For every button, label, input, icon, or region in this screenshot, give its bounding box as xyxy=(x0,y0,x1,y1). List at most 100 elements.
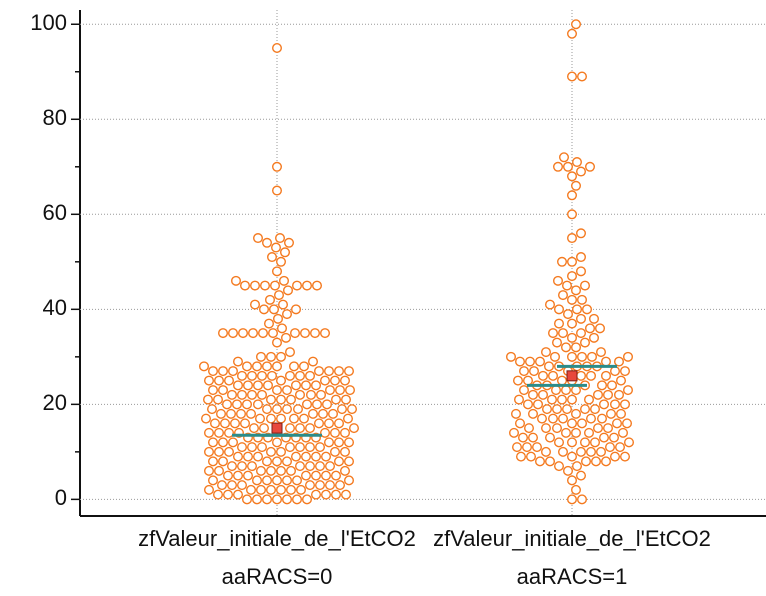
data-point xyxy=(330,427,341,438)
data-point xyxy=(623,385,634,396)
data-point xyxy=(286,465,297,476)
data-point xyxy=(312,280,323,291)
data-point xyxy=(285,347,296,358)
data-point xyxy=(226,461,237,472)
data-point xyxy=(316,389,327,400)
data-point xyxy=(607,380,618,391)
data-point xyxy=(223,446,234,457)
data-point xyxy=(593,389,604,400)
data-point xyxy=(259,423,270,434)
data-point xyxy=(295,423,306,434)
data-point xyxy=(264,318,275,329)
data-point xyxy=(284,237,295,248)
data-point xyxy=(308,356,319,367)
data-point xyxy=(552,337,563,348)
data-point xyxy=(315,442,326,453)
data-point xyxy=(245,484,256,495)
mean-marker xyxy=(271,422,283,434)
data-point xyxy=(277,323,288,334)
data-point xyxy=(236,370,247,381)
data-point xyxy=(580,437,591,448)
data-point xyxy=(344,475,355,486)
data-point xyxy=(267,252,278,263)
data-point xyxy=(554,461,565,472)
data-point xyxy=(337,404,348,415)
data-point xyxy=(217,385,228,396)
data-point xyxy=(516,451,527,462)
data-point xyxy=(572,461,583,472)
data-point xyxy=(551,385,562,396)
data-point xyxy=(282,309,293,320)
data-point xyxy=(523,399,534,410)
data-point xyxy=(203,484,214,495)
data-point xyxy=(601,370,612,381)
data-point xyxy=(286,394,297,405)
data-point xyxy=(322,399,333,410)
data-point xyxy=(236,461,247,472)
data-point xyxy=(266,446,277,457)
data-point xyxy=(209,418,220,429)
data-point xyxy=(265,294,276,305)
data-point xyxy=(567,233,578,244)
data-point xyxy=(535,356,546,367)
x-tick-label: zfValeur_initiale_de_l'EtCO2 xyxy=(433,526,711,551)
data-point xyxy=(610,366,621,377)
data-point xyxy=(554,304,565,315)
data-point xyxy=(272,361,283,372)
data-point xyxy=(236,480,247,491)
x-tick-label: aaRACS=1 xyxy=(517,564,628,589)
data-point xyxy=(567,418,578,429)
data-point xyxy=(302,399,313,410)
data-point xyxy=(276,375,287,386)
data-point xyxy=(282,475,293,486)
data-point xyxy=(535,456,546,467)
data-point xyxy=(282,456,293,467)
data-point xyxy=(321,470,332,481)
data-point xyxy=(577,494,588,505)
data-point xyxy=(528,408,539,419)
data-point xyxy=(548,370,559,381)
data-point xyxy=(596,347,607,358)
data-point xyxy=(216,480,227,491)
data-point xyxy=(325,385,336,396)
data-point xyxy=(252,233,263,244)
data-point xyxy=(548,413,559,424)
data-point xyxy=(321,489,332,500)
data-point xyxy=(576,370,587,381)
data-point xyxy=(576,328,587,339)
data-point xyxy=(320,427,331,438)
data-point xyxy=(226,480,237,491)
data-point xyxy=(341,489,352,500)
data-point xyxy=(616,375,627,386)
data-point xyxy=(236,389,247,400)
data-point xyxy=(207,437,218,448)
data-point xyxy=(577,351,588,362)
data-point xyxy=(285,442,296,453)
data-point xyxy=(311,470,322,481)
data-point xyxy=(586,370,597,381)
data-point xyxy=(247,328,258,339)
data-point xyxy=(272,385,283,396)
data-point xyxy=(567,451,578,462)
data-point xyxy=(571,342,582,353)
data-point xyxy=(291,304,302,315)
data-point xyxy=(615,442,626,453)
data-point xyxy=(289,413,300,424)
data-point xyxy=(620,366,631,377)
data-point xyxy=(206,404,217,415)
data-point xyxy=(212,394,223,405)
y-tick-label: 0 xyxy=(55,485,67,510)
data-point xyxy=(589,332,600,343)
data-point xyxy=(237,328,248,339)
data-point xyxy=(312,399,323,410)
x-tick-label: zfValeur_initiale_de_l'EtCO2 xyxy=(138,526,416,551)
data-point xyxy=(610,399,621,410)
data-point xyxy=(558,413,569,424)
data-point xyxy=(256,465,267,476)
data-point xyxy=(562,404,573,415)
data-point xyxy=(207,475,218,486)
data-point xyxy=(541,446,552,457)
data-point xyxy=(227,366,238,377)
data-point xyxy=(567,171,578,182)
data-point xyxy=(242,451,253,462)
